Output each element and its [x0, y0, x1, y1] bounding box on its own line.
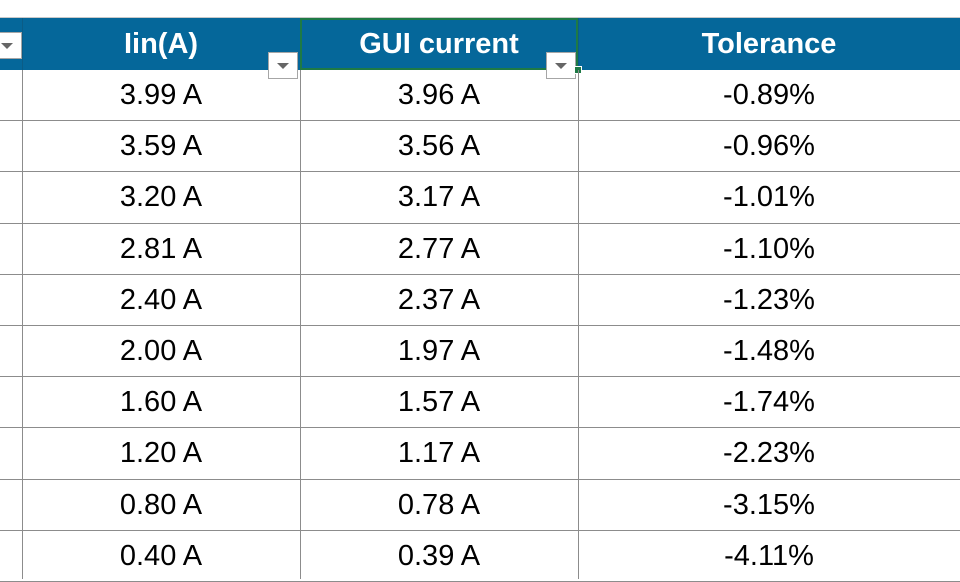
filter-dropdown-button[interactable]	[0, 32, 22, 59]
cell-partial[interactable]	[0, 531, 22, 582]
cell-partial[interactable]	[0, 172, 22, 223]
table-header-row: Iin(A) GUI current Tolerance	[0, 18, 960, 79]
filter-dropdown-button-iin[interactable]	[268, 52, 298, 79]
cell-iin[interactable]: 2.40 A	[119, 283, 203, 316]
cell-gui-current[interactable]: 1.57 A	[397, 386, 481, 419]
column-gridline	[300, 70, 301, 579]
cell-tolerance[interactable]: -4.11%	[724, 539, 814, 572]
cell-tolerance[interactable]: -0.89%	[723, 79, 815, 112]
cell-iin[interactable]: 1.20 A	[119, 437, 203, 470]
cell-tolerance[interactable]: -1.10%	[723, 232, 815, 265]
cell-tolerance[interactable]: -1.01%	[723, 181, 815, 214]
table-body: 3.99 A 3.96 A -0.89% 3.59 A 3.56 A -0.96% 3.20…	[0, 70, 960, 582]
cell-partial[interactable]	[0, 428, 22, 479]
cell-tolerance[interactable]: -2.23%	[723, 437, 815, 470]
dropdown-filter-icon	[277, 62, 289, 69]
cell-gui-current[interactable]: 2.37 A	[397, 283, 481, 316]
cell-iin[interactable]: 0.40 A	[119, 539, 203, 572]
cell-tolerance[interactable]: -0.96%	[723, 130, 815, 163]
cell-tolerance[interactable]: -1.74%	[723, 386, 815, 419]
cell-iin[interactable]: 2.81 A	[119, 232, 203, 265]
table-row: 1.60 A 1.57 A -1.74%	[0, 377, 960, 429]
header-cell-iin[interactable]: Iin(A)	[123, 27, 199, 60]
header-cell-gui-current[interactable]: GUI current	[300, 18, 578, 70]
dropdown-filter-icon	[555, 62, 567, 69]
table-row: 3.99 A 3.96 A -0.89%	[0, 70, 960, 122]
cell-gui-current[interactable]: 2.77 A	[397, 232, 481, 265]
cell-iin[interactable]: 2.00 A	[119, 335, 203, 368]
column-gridline	[22, 70, 23, 579]
cell-iin[interactable]: 3.20 A	[119, 181, 203, 214]
table-row: 2.81 A 2.77 A -1.10%	[0, 224, 960, 275]
cell-partial[interactable]	[0, 224, 22, 275]
header-divider	[578, 18, 579, 70]
cell-gui-current[interactable]: 0.78 A	[397, 488, 481, 521]
cell-iin[interactable]: 1.60 A	[119, 386, 203, 419]
table-row: 2.00 A 1.97 A -1.48%	[0, 326, 960, 378]
table-row: 0.40 A 0.39 A -4.11%	[0, 531, 960, 582]
filter-dropdown-button-gui-current[interactable]	[546, 52, 576, 79]
table-row: 2.40 A 2.37 A -1.23%	[0, 275, 960, 326]
table-row: 0.80 A 0.78 A -3.15%	[0, 480, 960, 531]
cell-tolerance[interactable]: -1.23%	[723, 283, 815, 316]
table-row: 1.20 A 1.17 A -2.23%	[0, 428, 960, 480]
dropdown-filter-icon	[1, 42, 13, 49]
cell-gui-current[interactable]: 0.39 A	[397, 539, 481, 572]
cell-partial[interactable]	[0, 121, 22, 172]
cell-gui-current[interactable]: 3.17 A	[397, 181, 481, 214]
cell-tolerance[interactable]: -3.15%	[723, 488, 815, 521]
column-gridline	[578, 70, 579, 579]
cell-partial[interactable]	[0, 275, 22, 326]
cell-gui-current[interactable]: 3.96 A	[397, 79, 481, 112]
cell-iin[interactable]: 3.99 A	[119, 79, 203, 112]
cell-tolerance[interactable]: -1.48%	[723, 335, 815, 368]
cell-partial[interactable]	[0, 70, 22, 121]
cell-gui-current[interactable]: 3.56 A	[397, 130, 481, 163]
cell-partial[interactable]	[0, 480, 22, 531]
table-row: 3.59 A 3.56 A -0.96%	[0, 121, 960, 173]
cell-partial[interactable]	[0, 326, 22, 377]
header-cell-tolerance[interactable]: Tolerance	[701, 27, 837, 60]
top-gridline	[0, 17, 960, 18]
cell-gui-current[interactable]: 1.17 A	[397, 437, 481, 470]
cell-partial[interactable]	[0, 377, 22, 428]
cell-iin[interactable]: 3.59 A	[119, 130, 203, 163]
header-divider	[22, 18, 23, 70]
cell-gui-current[interactable]: 1.97 A	[397, 335, 481, 368]
table-row: 3.20 A 3.17 A -1.01%	[0, 172, 960, 224]
cell-iin[interactable]: 0.80 A	[119, 488, 203, 521]
